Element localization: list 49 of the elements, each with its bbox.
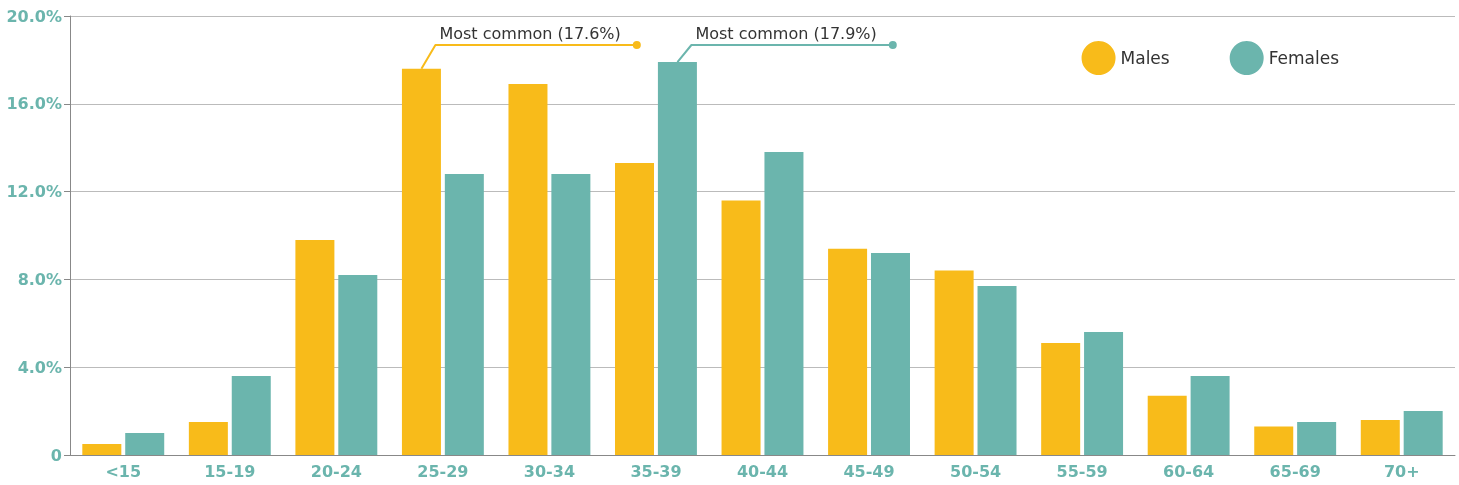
bar xyxy=(338,275,378,455)
bar xyxy=(82,444,122,455)
x-tick-label: <15 xyxy=(105,461,142,481)
x-tick-label: 30-34 xyxy=(523,461,576,481)
bar xyxy=(295,239,335,455)
x-tick-label: 45-49 xyxy=(843,461,895,481)
bar xyxy=(1254,426,1294,455)
bar xyxy=(1360,419,1400,455)
bar xyxy=(934,270,974,455)
x-tick-label: 35-39 xyxy=(630,461,682,481)
y-tick-label: 0 xyxy=(50,445,62,465)
x-tick-label: 25-29 xyxy=(417,461,469,481)
bar xyxy=(1403,411,1443,455)
bar xyxy=(125,433,165,455)
bar xyxy=(231,375,271,455)
y-tick-label: 20.0% xyxy=(6,6,62,26)
bar xyxy=(764,152,804,455)
annotation: Most common (17.9%) xyxy=(695,24,877,43)
bar xyxy=(870,253,910,455)
legend-label: Females xyxy=(1268,48,1340,68)
annotation: Most common (17.6%) xyxy=(439,24,621,43)
bar xyxy=(1041,343,1081,455)
legend-label: Males xyxy=(1120,48,1170,68)
bar xyxy=(657,62,697,455)
y-tick-label: 16.0% xyxy=(6,94,62,114)
bar xyxy=(1147,395,1187,455)
bar xyxy=(401,68,441,455)
bar xyxy=(444,174,484,455)
y-tick-label: 12.0% xyxy=(6,182,62,202)
bar xyxy=(508,84,548,455)
x-tick-label: 50-54 xyxy=(949,461,1002,481)
bar xyxy=(1190,375,1230,455)
x-tick-label: 70+ xyxy=(1383,461,1420,481)
x-tick-label: 60-64 xyxy=(1163,461,1215,481)
x-tick-label: 55-59 xyxy=(1056,461,1108,481)
bar xyxy=(188,422,228,455)
bar xyxy=(551,174,591,455)
bar xyxy=(1297,422,1337,455)
bar xyxy=(828,248,868,455)
bar xyxy=(977,285,1017,455)
x-tick-label: 40-44 xyxy=(736,461,789,481)
bar xyxy=(615,163,655,455)
x-tick-label: 20-24 xyxy=(310,461,362,481)
y-tick-label: 8.0% xyxy=(17,269,62,289)
x-tick-label: 65-69 xyxy=(1269,461,1321,481)
y-tick-label: 4.0% xyxy=(17,357,62,377)
x-tick-label: 15-19 xyxy=(204,461,256,481)
bar xyxy=(721,200,761,455)
bar xyxy=(1084,332,1124,455)
